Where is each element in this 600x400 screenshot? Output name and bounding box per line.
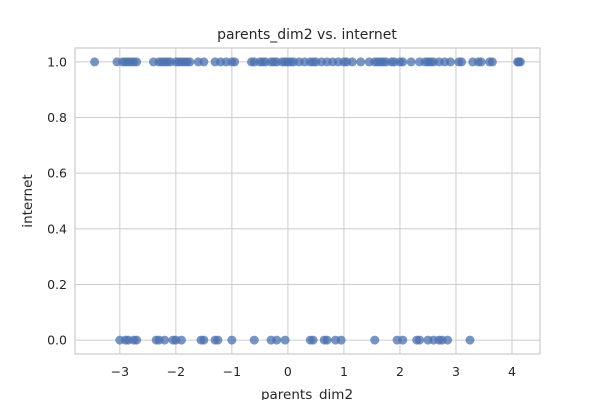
data-point (415, 335, 425, 345)
chart-title: parents_dim2 vs. internet (217, 27, 397, 43)
data-point (406, 57, 416, 67)
x-tick-label: −3 (111, 364, 129, 379)
y-tick-label: 0.4 (47, 221, 67, 236)
data-point (356, 57, 366, 67)
data-point (308, 335, 318, 345)
data-point (465, 335, 475, 345)
plot-frame (74, 47, 541, 355)
data-point (199, 335, 209, 345)
x-axis-label: parents_dim2 (261, 387, 353, 400)
data-point (176, 335, 186, 345)
y-tick-label: 0.0 (47, 333, 67, 348)
data-point (457, 57, 467, 67)
data-point (347, 57, 357, 67)
data-point (443, 335, 453, 345)
data-point (272, 335, 282, 345)
data-point (487, 57, 497, 67)
x-tick-label: 0 (284, 364, 292, 379)
data-point (370, 335, 380, 345)
y-tick-labels: 0.0 0.2 0.4 0.6 0.8 1.0 (47, 54, 67, 347)
x-tick-label: −2 (167, 364, 185, 379)
data-point (132, 57, 142, 67)
data-point (213, 335, 223, 345)
data-point (445, 57, 455, 67)
y-tick-label: 0.6 (47, 166, 67, 181)
y-tick-label: 0.2 (47, 277, 67, 292)
y-axis-label: internet (20, 174, 36, 227)
x-tick-label: 3 (452, 364, 460, 379)
x-tick-label: 1 (340, 364, 348, 379)
data-point (185, 57, 195, 67)
y-tick-label: 1.0 (47, 54, 67, 69)
data-point (132, 335, 142, 345)
data-point (249, 335, 259, 345)
data-point (227, 335, 237, 345)
data-point (90, 57, 100, 67)
data-point (199, 57, 209, 67)
x-tick-label: −1 (223, 364, 241, 379)
y-tick-label: 0.8 (47, 110, 67, 125)
data-point (515, 57, 525, 67)
x-tick-label: 2 (396, 364, 404, 379)
data-points (90, 57, 525, 345)
x-tick-labels: −3 −2 −1 0 1 2 3 4 (111, 364, 516, 379)
grid-lines (75, 48, 540, 354)
data-point (398, 57, 408, 67)
data-point (336, 335, 346, 345)
data-point (398, 335, 408, 345)
data-point (230, 57, 240, 67)
data-point (322, 335, 332, 345)
x-tick-label: 4 (508, 364, 516, 379)
data-point (476, 57, 486, 67)
data-point (280, 335, 290, 345)
data-point (160, 335, 170, 345)
